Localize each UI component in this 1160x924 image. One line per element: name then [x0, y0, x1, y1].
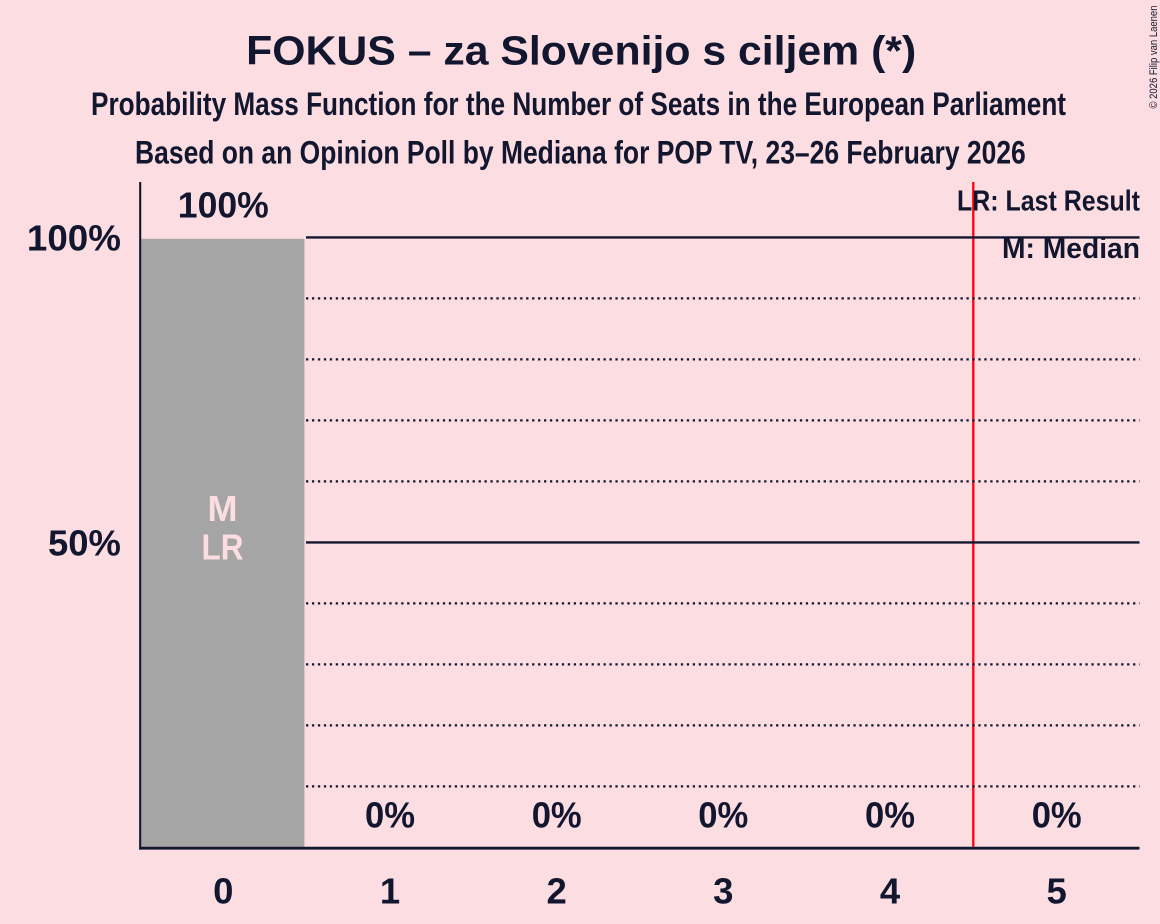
svg-text:FOKUS – za Slovenijo s ciljem: FOKUS – za Slovenijo s ciljem (*) [246, 27, 916, 73]
svg-text:0%: 0% [698, 795, 748, 836]
svg-text:M: Median: M: Median [1002, 233, 1140, 265]
svg-text:LR: LR [202, 527, 244, 568]
svg-text:© 2026 Filip van Laenen: © 2026 Filip van Laenen [1148, 6, 1160, 109]
svg-text:Probability Mass Function for: Probability Mass Function for the Number… [91, 86, 1066, 122]
svg-text:0%: 0% [1032, 795, 1082, 836]
svg-text:5: 5 [1047, 871, 1067, 912]
svg-text:0%: 0% [532, 795, 582, 836]
svg-text:Based on an Opinion Poll by Me: Based on an Opinion Poll by Mediana for … [135, 134, 1026, 170]
svg-text:0: 0 [213, 871, 233, 912]
svg-text:100%: 100% [27, 217, 121, 258]
svg-text:LR: Last Result: LR: Last Result [957, 186, 1140, 218]
svg-text:50%: 50% [48, 523, 121, 564]
svg-text:100%: 100% [178, 185, 269, 226]
svg-text:0%: 0% [365, 795, 415, 836]
svg-text:4: 4 [880, 871, 901, 912]
svg-text:M: M [208, 488, 238, 529]
svg-text:0%: 0% [865, 795, 915, 836]
svg-text:3: 3 [713, 871, 733, 912]
svg-text:1: 1 [380, 871, 400, 912]
svg-text:2: 2 [547, 871, 567, 912]
